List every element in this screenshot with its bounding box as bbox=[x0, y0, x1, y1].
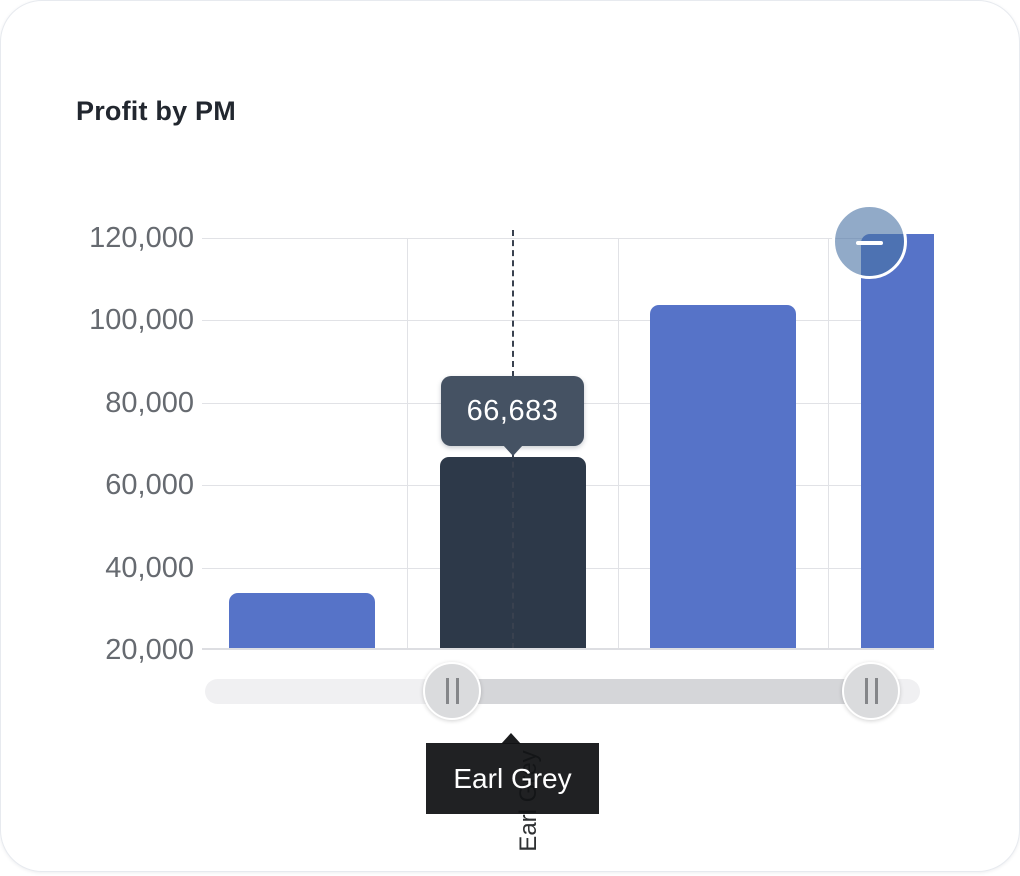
tooltip-arrow-up-icon bbox=[501, 733, 521, 744]
range-slider-selected-region[interactable] bbox=[452, 679, 871, 704]
range-slider-handle-left[interactable] bbox=[423, 662, 481, 720]
y-tick-label: 40,000 bbox=[105, 552, 194, 584]
touch-pointer-dash-icon bbox=[856, 240, 883, 245]
bar-4[interactable] bbox=[861, 234, 934, 649]
drag-grip-icon bbox=[455, 678, 459, 704]
range-slider-track[interactable] bbox=[205, 679, 920, 704]
drag-grip-icon bbox=[864, 678, 868, 704]
y-tick-label: 80,000 bbox=[105, 387, 194, 419]
value-tooltip: 66,683 bbox=[441, 376, 584, 456]
touch-pointer-icon bbox=[832, 204, 907, 279]
range-slider-handle-right[interactable] bbox=[842, 662, 900, 720]
y-tick-label: 100,000 bbox=[89, 304, 194, 336]
value-tooltip-text: 66,683 bbox=[466, 394, 559, 427]
bar-1[interactable] bbox=[229, 593, 375, 649]
y-tick-label: 20,000 bbox=[105, 634, 194, 666]
bar-3[interactable] bbox=[650, 305, 796, 649]
gridline-horizontal bbox=[202, 238, 934, 239]
drag-grip-icon bbox=[874, 678, 878, 704]
gridline-vertical bbox=[407, 238, 408, 650]
tooltip-arrow-down-icon bbox=[503, 445, 523, 456]
x-axis-line bbox=[202, 648, 934, 650]
y-tick-label: 120,000 bbox=[89, 222, 194, 254]
gridline-horizontal bbox=[202, 320, 934, 321]
chart-title: Profit by PM bbox=[76, 96, 236, 126]
gridline-vertical bbox=[828, 238, 829, 650]
plot-area bbox=[202, 228, 934, 650]
category-tooltip-text: Earl Grey bbox=[453, 762, 572, 794]
drag-grip-icon bbox=[445, 678, 449, 704]
category-tooltip: Earl Grey bbox=[426, 733, 599, 814]
y-tick-label: 60,000 bbox=[105, 469, 194, 501]
gridline-vertical bbox=[618, 238, 619, 650]
